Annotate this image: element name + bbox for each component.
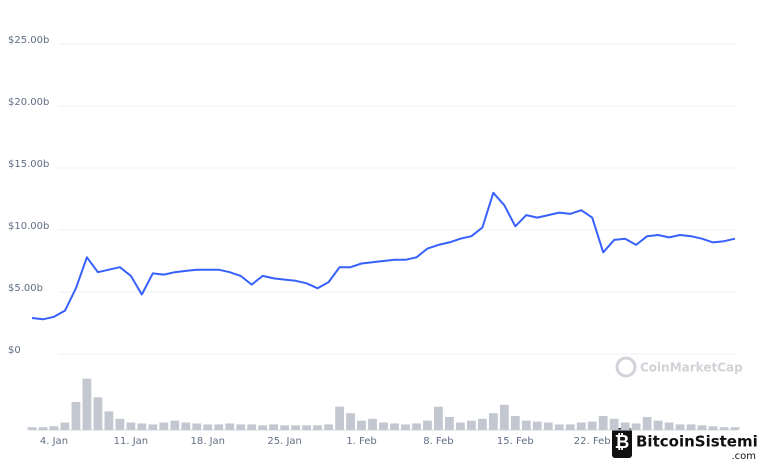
volume-bar bbox=[719, 427, 729, 430]
volume-bar bbox=[609, 418, 619, 430]
logo-symbol: ₿ bbox=[615, 432, 630, 453]
volume-bar bbox=[170, 420, 180, 430]
watermark-icon bbox=[615, 356, 637, 378]
volume-bar bbox=[137, 423, 147, 430]
volume-bar bbox=[192, 423, 202, 430]
volume-bar bbox=[203, 424, 213, 430]
volume-bar bbox=[730, 427, 740, 430]
logo-domain: .com bbox=[731, 451, 756, 462]
volume-bar bbox=[346, 413, 355, 430]
price-line bbox=[31, 191, 736, 321]
x-tick-label: 22. Feb bbox=[574, 436, 611, 447]
y-tick-label: $25.00b bbox=[8, 35, 49, 46]
x-tick-label: 8. Feb bbox=[423, 436, 453, 447]
x-tick-label: 15. Feb bbox=[497, 436, 534, 447]
volume-bar bbox=[554, 424, 564, 430]
volume-bar bbox=[412, 423, 421, 430]
volume-bar bbox=[335, 406, 344, 430]
volume-bar bbox=[664, 422, 674, 430]
volume-bar bbox=[368, 418, 377, 430]
volume-bar bbox=[324, 424, 333, 430]
logo-icon bbox=[612, 428, 632, 458]
volume-bar bbox=[423, 420, 432, 430]
volume-bar bbox=[247, 424, 257, 430]
volume-bar bbox=[225, 423, 235, 430]
volume-bar bbox=[401, 424, 410, 430]
volume-bar bbox=[488, 413, 498, 430]
y-tick-label: $20.00b bbox=[8, 97, 49, 108]
y-tick-label: $10.00b bbox=[8, 221, 49, 232]
volume-bar bbox=[653, 420, 663, 430]
volume-bar bbox=[60, 422, 70, 430]
volume-bar bbox=[510, 416, 520, 430]
volume-bar bbox=[642, 416, 652, 430]
volume-bar bbox=[236, 424, 246, 430]
volume-bar bbox=[434, 406, 443, 430]
volume-bar bbox=[258, 425, 268, 430]
volume-bar bbox=[521, 420, 531, 430]
y-tick-label: $5.00b bbox=[8, 283, 43, 294]
volume-bar bbox=[587, 421, 597, 430]
volume-bar bbox=[455, 422, 465, 430]
volume-bar bbox=[104, 411, 114, 430]
watermark: CoinMarketCap bbox=[615, 356, 743, 378]
x-tick-label: 18. Jan bbox=[191, 436, 226, 447]
y-tick-label: $15.00b bbox=[8, 159, 49, 170]
volume-bar bbox=[708, 426, 718, 430]
volume-bar bbox=[126, 422, 136, 430]
volume-bar bbox=[280, 425, 290, 430]
volume-bar bbox=[565, 424, 575, 430]
watermark-text: CoinMarketCap bbox=[640, 361, 743, 375]
volume-bar bbox=[379, 422, 388, 430]
volume-bar bbox=[302, 425, 312, 430]
volume-bar bbox=[49, 426, 59, 430]
volume-bar bbox=[477, 418, 487, 430]
volume-bar bbox=[148, 424, 158, 430]
volume-bar bbox=[82, 378, 92, 430]
volume-bar bbox=[27, 427, 37, 430]
volume-bar bbox=[532, 421, 542, 430]
x-tick-label: 25. Jan bbox=[267, 436, 302, 447]
volume-bar bbox=[576, 422, 586, 430]
volume-bar bbox=[445, 416, 454, 430]
volume-bar bbox=[38, 427, 48, 430]
x-tick-label: 11. Jan bbox=[114, 436, 149, 447]
x-tick-label: 1. Feb bbox=[346, 436, 376, 447]
volume-bar bbox=[675, 424, 685, 430]
x-tick-label: 4. Jan bbox=[40, 436, 68, 447]
volume-bar bbox=[115, 418, 125, 430]
y-tick-label: $0 bbox=[8, 345, 21, 356]
volume-bar bbox=[631, 423, 641, 430]
volume-bar bbox=[390, 423, 399, 430]
volume-bar bbox=[269, 424, 279, 430]
volume-bar bbox=[159, 422, 169, 430]
logo-name: BitcoinSistemi bbox=[636, 433, 758, 451]
volume-bar bbox=[543, 422, 553, 430]
volume-bar bbox=[357, 420, 366, 430]
volume-bar bbox=[620, 422, 630, 430]
volume-bar bbox=[291, 425, 301, 430]
volume-bar bbox=[313, 425, 322, 430]
logo: ₿ BitcoinSistemi .com bbox=[612, 428, 758, 462]
volume-bar bbox=[686, 424, 696, 430]
volume-bar bbox=[93, 397, 103, 430]
volume-bar bbox=[466, 420, 476, 430]
volume-bar bbox=[697, 425, 707, 430]
volume-bar bbox=[598, 416, 608, 430]
volume-bar bbox=[181, 422, 191, 430]
volume-bar bbox=[499, 404, 509, 430]
volume-bar bbox=[71, 402, 81, 430]
volume-bar bbox=[214, 424, 224, 430]
